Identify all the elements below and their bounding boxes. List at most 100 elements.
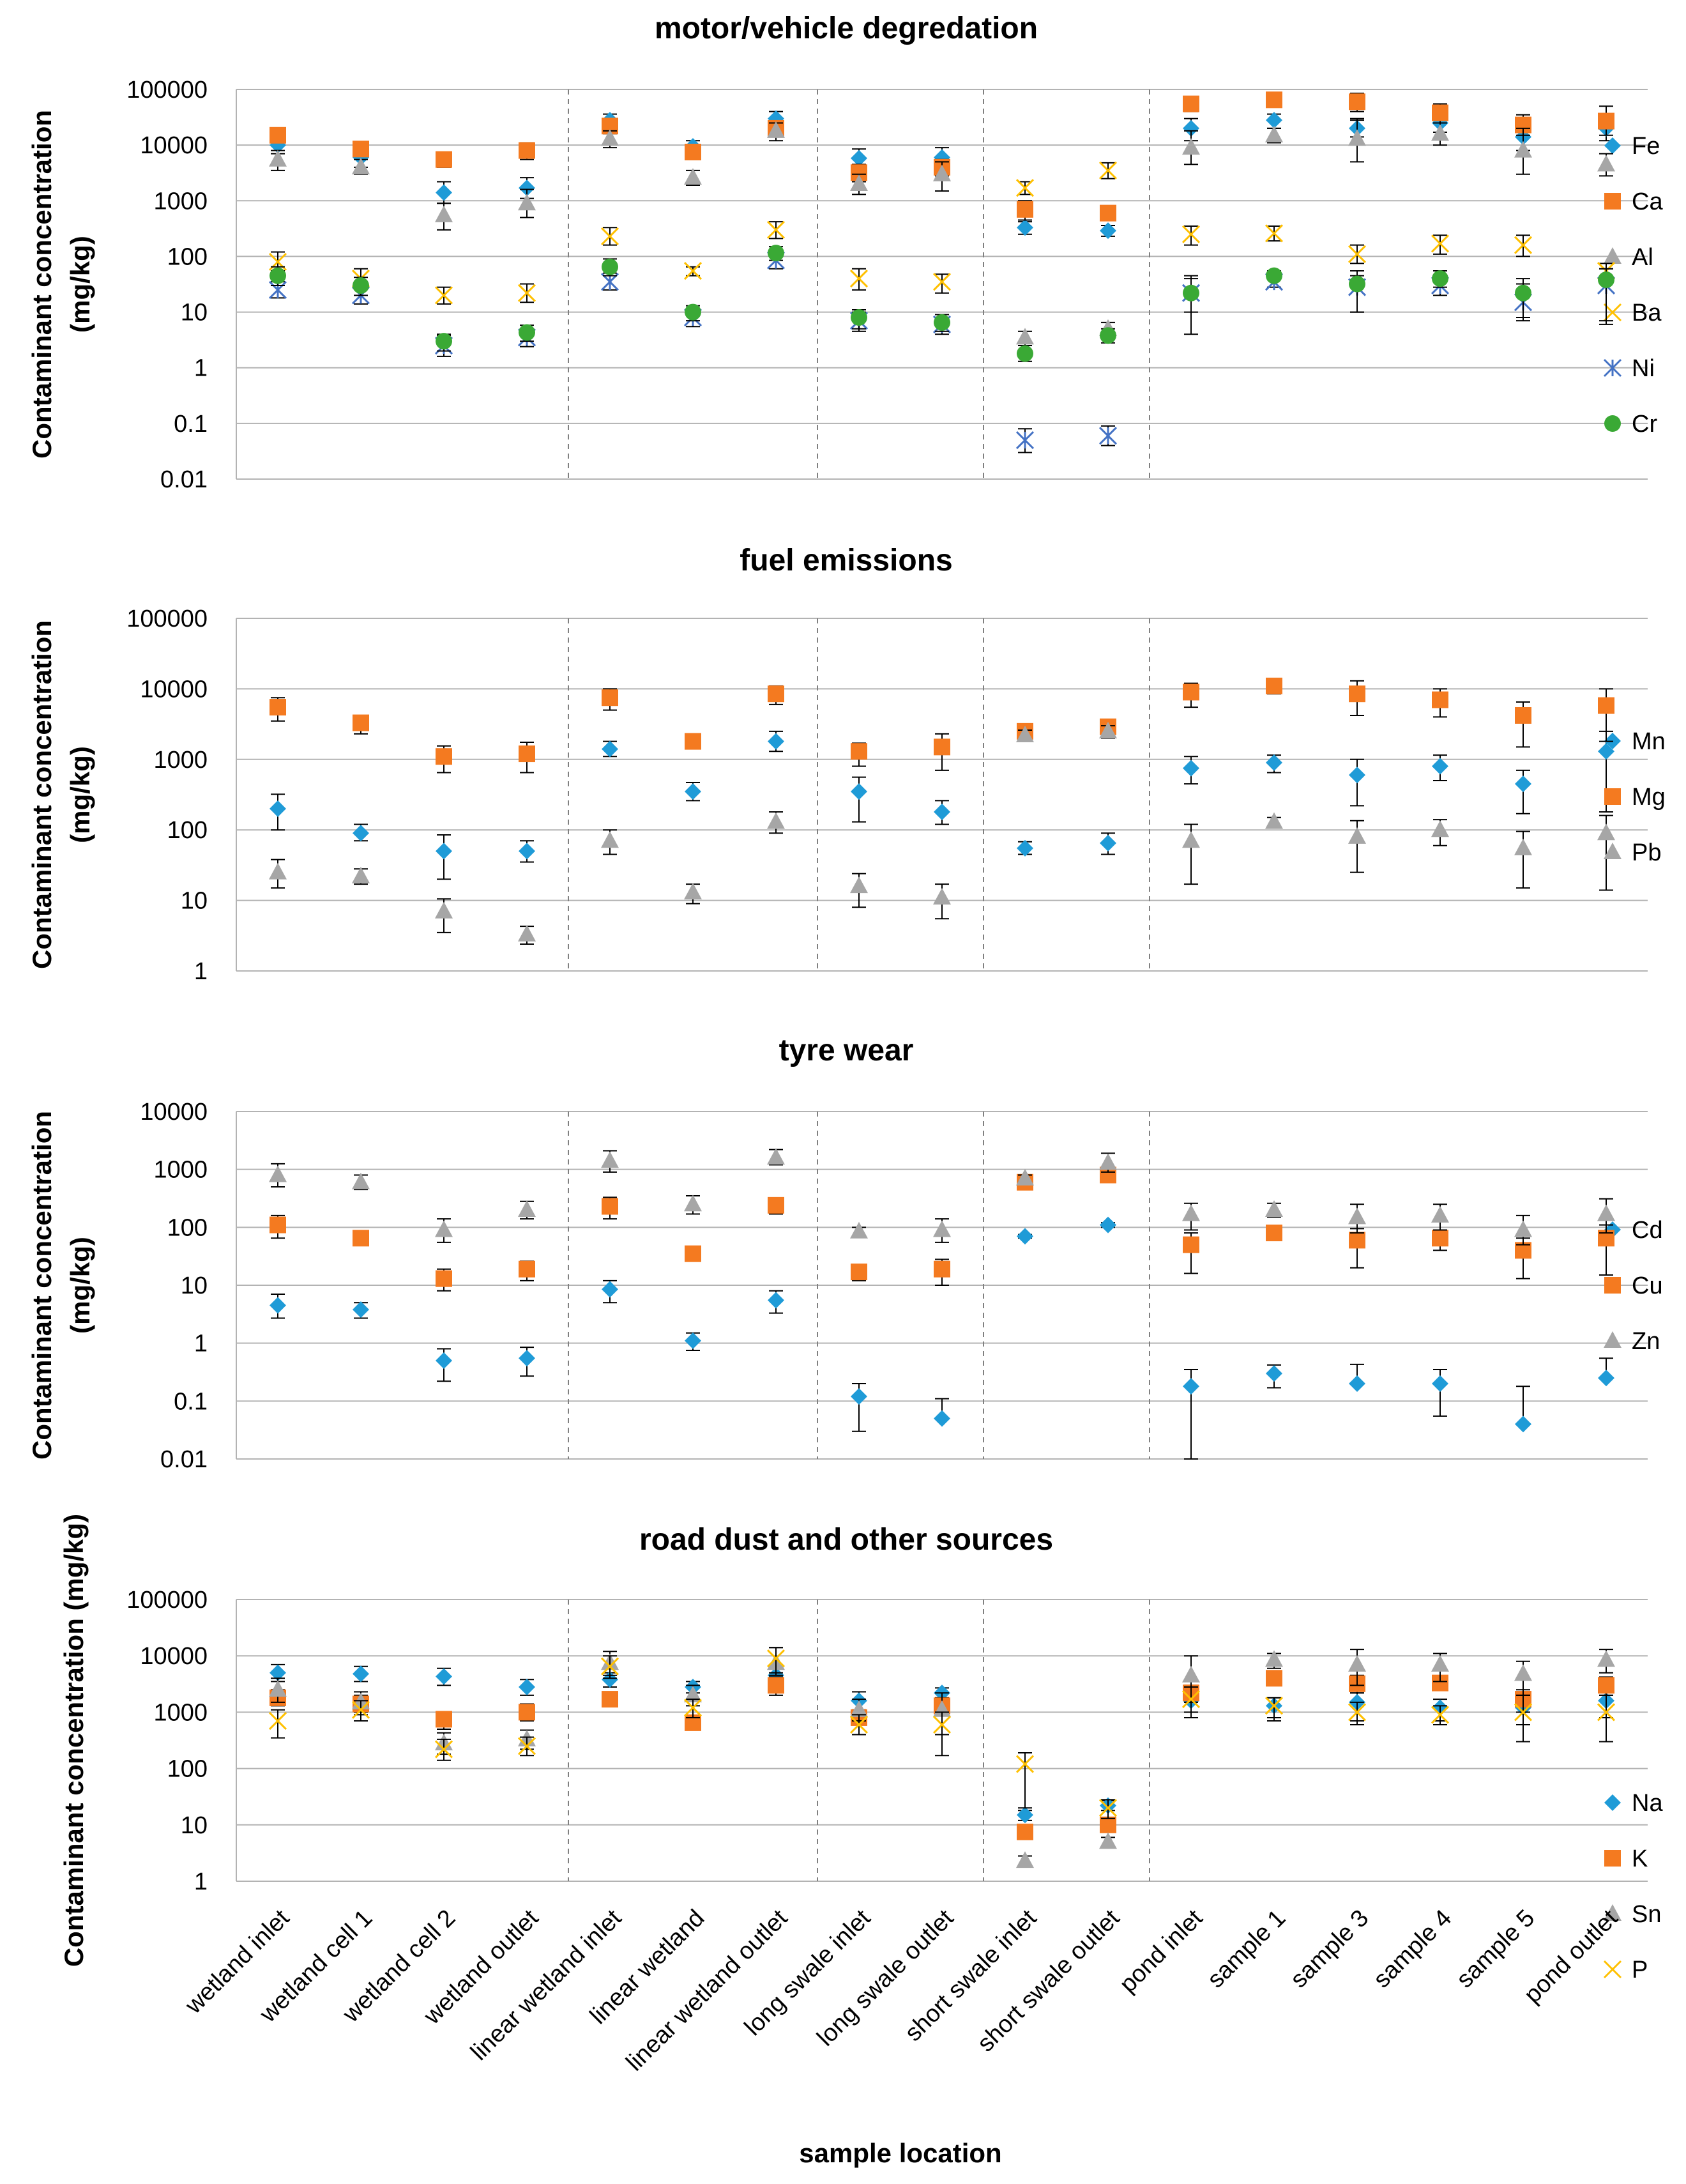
data-point-cd xyxy=(1432,1375,1448,1393)
legend-label: Sn xyxy=(1632,1901,1661,1928)
y-tick-label: 0.1 xyxy=(174,411,208,438)
data-point-fe xyxy=(1100,222,1116,240)
data-point-na xyxy=(1017,1806,1033,1824)
data-point-cd xyxy=(685,1332,701,1349)
data-point-p xyxy=(1181,1690,1201,1709)
data-point-fe xyxy=(934,149,950,166)
data-point-mg xyxy=(851,743,867,760)
y-tick-label: 10 xyxy=(181,1272,208,1299)
series-Al xyxy=(269,118,1615,347)
y-tick-label: 100000 xyxy=(126,1587,208,1614)
legend-label: K xyxy=(1632,1845,1648,1872)
data-point-pb xyxy=(1182,831,1200,848)
data-point-al xyxy=(352,157,370,174)
y-tick-label: 1 xyxy=(194,958,208,985)
data-point-cu xyxy=(685,1245,701,1262)
legend-marker xyxy=(1604,247,1621,264)
legend-label: Ni xyxy=(1632,355,1655,382)
data-point-ba xyxy=(1514,236,1533,254)
legend-label: Zn xyxy=(1632,1328,1660,1355)
data-point-al xyxy=(933,164,951,181)
legend-item-ba: Ba xyxy=(1603,300,1662,326)
data-point-mg xyxy=(1432,691,1448,708)
legend-label: Al xyxy=(1632,244,1653,271)
data-point-mn xyxy=(768,733,784,750)
data-point-cd xyxy=(436,1352,452,1369)
data-point-mn xyxy=(602,740,618,758)
chart-panel-2: fuel emissions 1 10 100 1000 10000 100000 Conta… xyxy=(27,544,1666,985)
data-point-ba xyxy=(1015,179,1035,197)
legend-marker xyxy=(1604,1277,1621,1294)
data-point-mn xyxy=(1349,767,1365,784)
data-point-ba xyxy=(932,273,952,291)
chart-title: tyre wear xyxy=(779,1034,914,1067)
data-point-ni xyxy=(1015,431,1035,450)
data-point-cd xyxy=(1598,1370,1614,1387)
x-category-label: long swale outlet xyxy=(812,1904,959,2051)
data-point-zn xyxy=(1182,1204,1200,1221)
data-point-zn xyxy=(684,1195,702,1212)
data-point-cr xyxy=(934,314,950,331)
data-point-mn xyxy=(353,825,369,842)
legend-item-zn: Zn xyxy=(1604,1328,1660,1355)
chart-panel-4: road dust and other sources 1 10 100 1000 100… xyxy=(59,1514,1663,1983)
chart-title: fuel emissions xyxy=(740,544,952,577)
data-point-mn xyxy=(1100,834,1116,851)
data-point-zn xyxy=(933,1220,951,1237)
data-point-k xyxy=(768,1677,784,1694)
data-point-fe xyxy=(1017,219,1033,236)
data-point-k xyxy=(1100,1816,1116,1833)
data-point-mn xyxy=(1017,839,1033,857)
legend-label: Pb xyxy=(1632,839,1661,866)
y-tick-label: 1 xyxy=(194,355,208,382)
data-point-pb xyxy=(767,812,785,829)
legend-marker xyxy=(1604,193,1621,210)
series-P xyxy=(268,1647,1616,1819)
data-point-k xyxy=(1017,1823,1033,1840)
data-point-cr xyxy=(851,309,867,326)
data-point-p xyxy=(1098,1799,1118,1817)
legend-marker xyxy=(1604,137,1621,154)
chart-title: road dust and other sources xyxy=(639,1523,1053,1557)
data-point-sn xyxy=(684,1685,702,1702)
data-point-sn xyxy=(850,1700,868,1717)
data-point-cu xyxy=(768,1196,784,1214)
data-point-fe xyxy=(1183,119,1199,137)
legend-marker xyxy=(1604,788,1621,805)
series-Cr xyxy=(270,245,1614,362)
legend-item-na: Na xyxy=(1604,1790,1663,1817)
legend-label: Fe xyxy=(1632,133,1660,160)
data-point-al xyxy=(601,129,619,146)
data-point-al xyxy=(269,149,287,167)
data-point-cu xyxy=(1432,1230,1448,1247)
data-point-cu xyxy=(436,1270,452,1287)
data-point-na xyxy=(353,1665,369,1683)
y-tick-label: 100000 xyxy=(126,606,208,632)
data-point-ba xyxy=(1431,234,1450,253)
data-point-pb xyxy=(1514,838,1532,855)
data-point-mn xyxy=(270,800,286,817)
data-point-ca xyxy=(436,151,452,168)
data-point-p xyxy=(849,1715,869,1734)
data-point-zn xyxy=(1348,1207,1366,1225)
data-point-al xyxy=(518,194,536,211)
data-point-pb xyxy=(1348,827,1366,844)
y-tick-label: 0.1 xyxy=(174,1388,208,1415)
data-point-p xyxy=(766,1649,786,1668)
y-tick-label: 10 xyxy=(181,888,208,915)
data-point-zn xyxy=(1431,1205,1449,1223)
data-point-cd xyxy=(934,1410,950,1427)
data-point-cd xyxy=(1017,1228,1033,1245)
x-axis-label: sample location xyxy=(799,2138,1001,2168)
data-point-cu xyxy=(270,1216,286,1233)
data-point-ba xyxy=(1348,245,1367,263)
y-tick-label: 10000 xyxy=(140,1643,208,1670)
data-point-zn xyxy=(435,1220,453,1237)
data-point-zn xyxy=(269,1165,287,1182)
series-Zn xyxy=(269,1148,1615,1246)
y-tick-label: 10000 xyxy=(140,676,208,703)
chart-title: motor/vehicle degredation xyxy=(655,11,1038,45)
data-point-p xyxy=(1597,1703,1616,1722)
legend-item-p: P xyxy=(1603,1957,1648,1983)
